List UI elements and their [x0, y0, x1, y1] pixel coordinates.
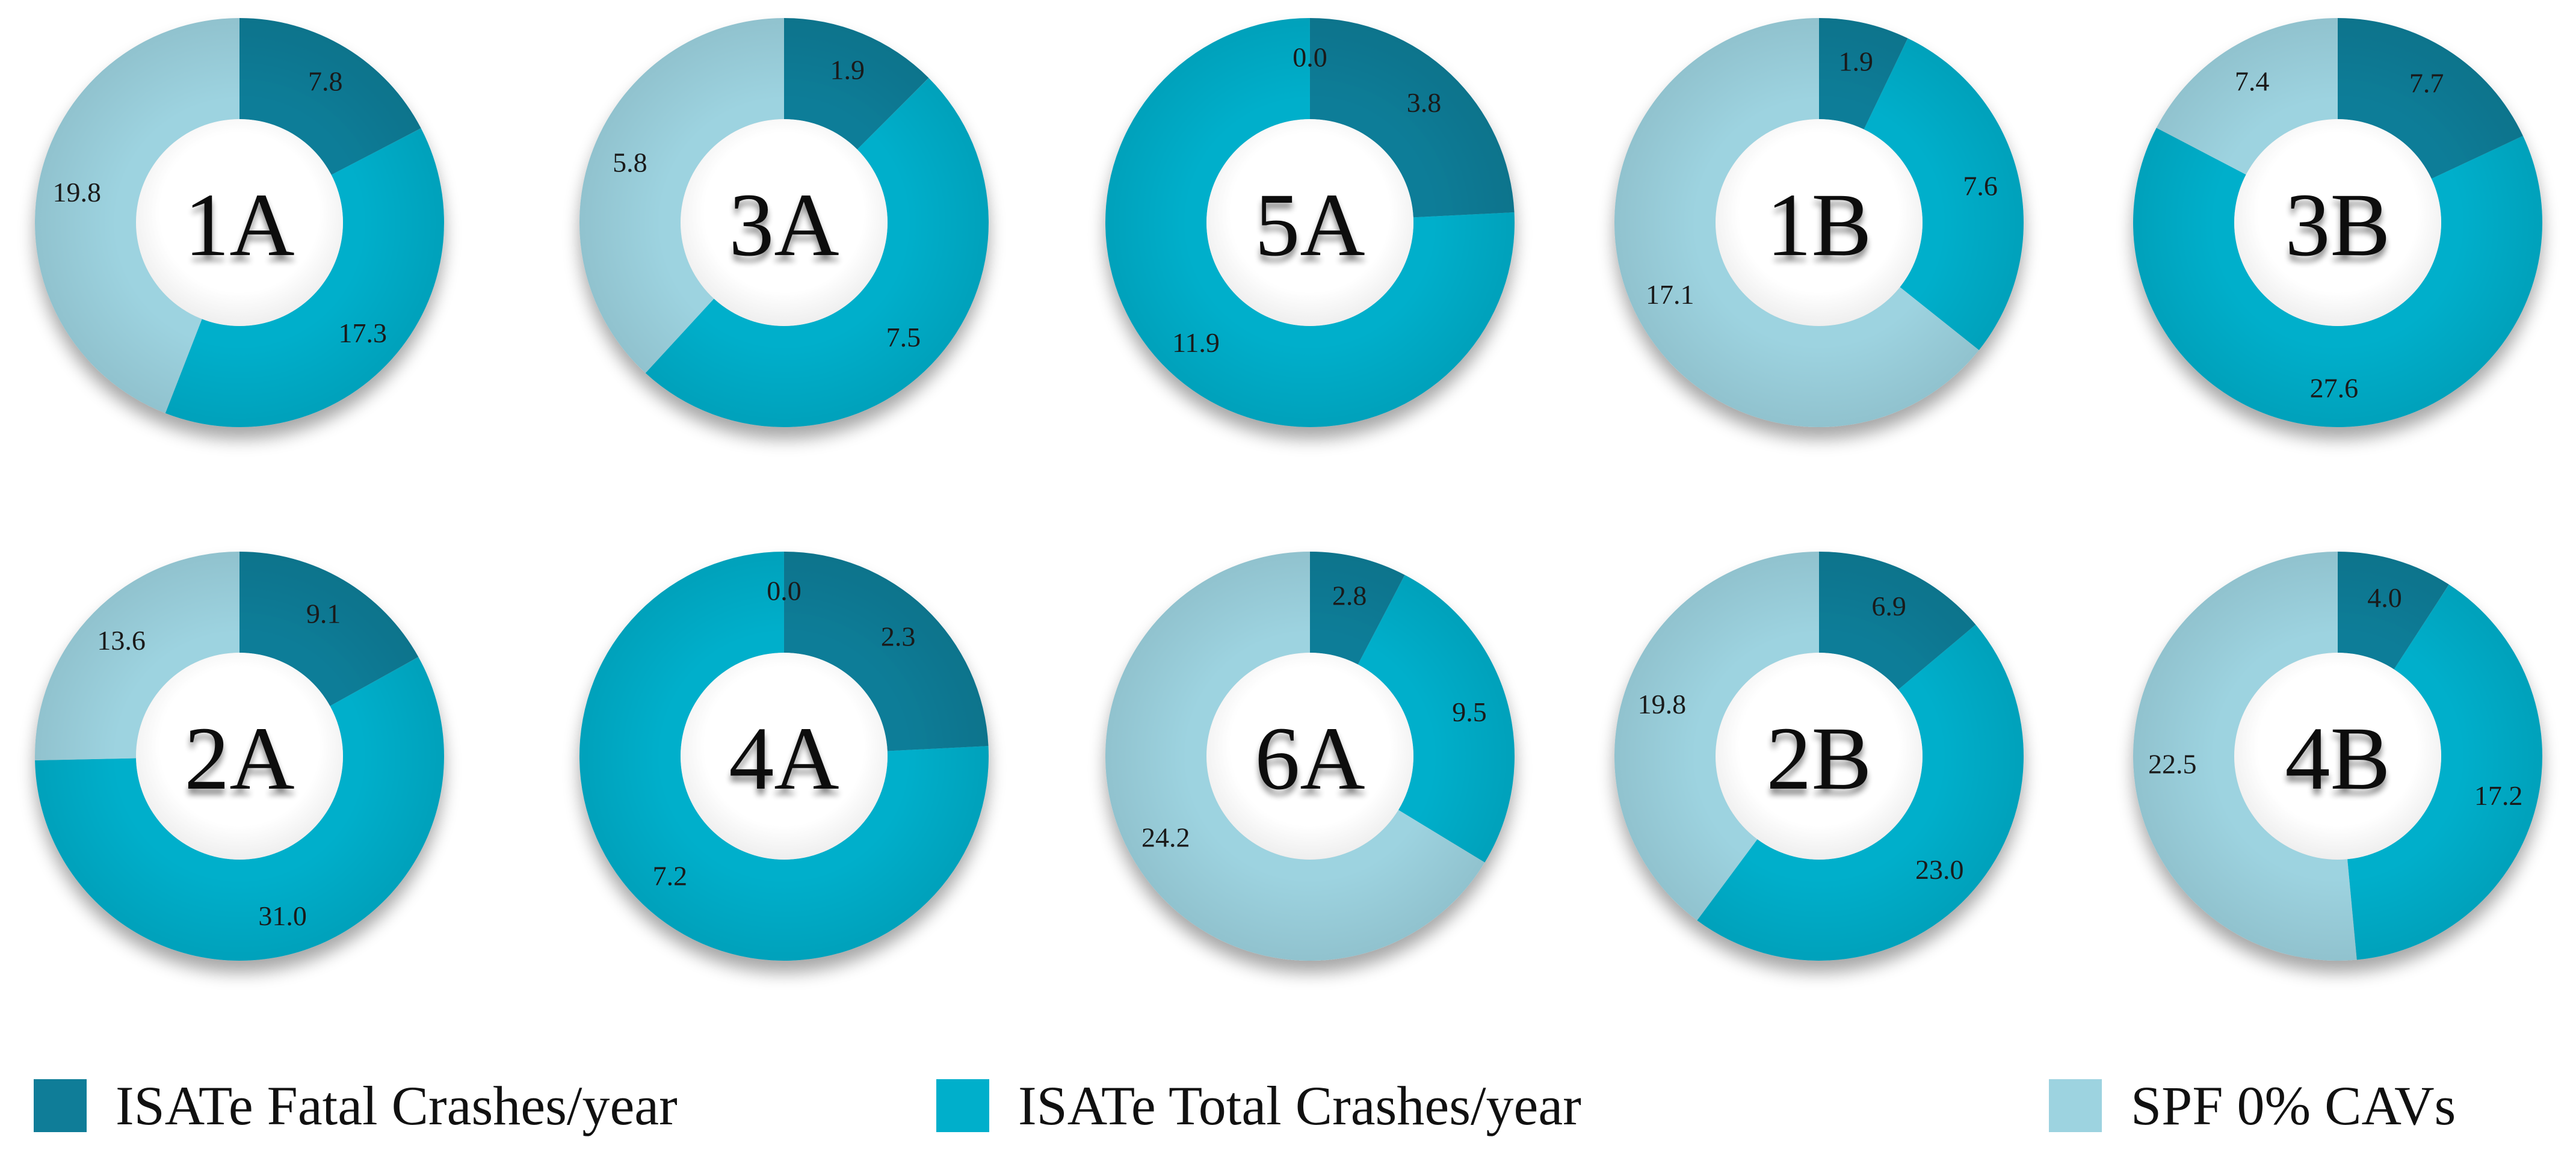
value-label-4B-spf: 22.5: [2148, 748, 2197, 779]
value-label-3B-total: 27.6: [2310, 372, 2359, 403]
donut-hole-3B: [2234, 119, 2441, 326]
donut-hole-6A: [1206, 653, 1413, 860]
value-label-4A-fatal: 2.3: [881, 621, 916, 651]
value-label-3A-total: 7.5: [886, 322, 921, 353]
value-label-1A-fatal: 7.8: [308, 66, 343, 96]
legend-total-label: ISATe Total Crashes/year: [1018, 1075, 1581, 1136]
value-label-4B-total: 17.2: [2474, 780, 2523, 811]
legend-spf: SPF 0% CAVs: [2049, 1070, 2456, 1142]
value-label-4A-total: 7.2: [653, 861, 688, 892]
value-label-2A-spf: 13.6: [97, 625, 146, 656]
value-label-5A-fatal: 3.8: [1407, 87, 1442, 118]
value-label-5A-total: 11.9: [1172, 327, 1220, 358]
center-label-1A: 1A: [184, 175, 294, 275]
value-label-4A-spf: 0.0: [767, 576, 802, 606]
value-label-1B-fatal: 1.9: [1838, 46, 1873, 76]
donut-hole-1A: [136, 119, 343, 326]
center-label-5A: 5A: [1255, 175, 1365, 275]
center-label-4A: 4A: [729, 709, 839, 808]
value-label-5A-spf: 0.0: [1293, 42, 1327, 73]
center-label-6A: 6A: [1255, 709, 1365, 808]
legend-spf-swatch: [2049, 1079, 2102, 1132]
legend-fatal-label: ISATe Fatal Crashes/year: [116, 1075, 678, 1136]
value-label-2A-fatal: 9.1: [306, 599, 341, 629]
legend-fatal-swatch: [34, 1079, 87, 1132]
center-label-1B: 1B: [1766, 175, 1871, 275]
value-label-6A-fatal: 2.8: [1332, 580, 1367, 611]
charts-layer: 7.8 17.3 19.8 1A 1.9 7.5 5.8 3A 3.8 11.9 0.0 5A 1.9 7…: [34, 18, 2543, 961]
donut-hole-4B: [2234, 653, 2441, 860]
donut-hole-2B: [1716, 653, 1923, 860]
value-label-1A-spf: 19.8: [52, 177, 101, 208]
value-label-4B-fatal: 4.0: [2367, 582, 2402, 613]
value-label-2B-fatal: 6.9: [1871, 591, 1906, 621]
value-label-3A-spf: 5.8: [613, 147, 647, 178]
value-label-6A-total: 9.5: [1452, 697, 1487, 727]
value-label-3B-spf: 7.4: [2235, 66, 2270, 96]
center-label-2B: 2B: [1766, 709, 1871, 808]
value-label-1A-total: 17.3: [338, 318, 387, 348]
center-label-3B: 3B: [2285, 175, 2390, 275]
value-label-2A-total: 31.0: [258, 901, 307, 931]
value-label-3A-fatal: 1.9: [830, 54, 865, 85]
value-label-1B-total: 7.6: [1963, 170, 1998, 201]
value-label-1B-spf: 17.1: [1646, 279, 1694, 310]
donut-hole-5A: [1206, 119, 1413, 326]
donut-hole-2A: [136, 653, 343, 860]
donut-hole-4A: [681, 653, 888, 860]
legend-spf-label: SPF 0% CAVs: [2131, 1075, 2456, 1136]
center-label-4B: 4B: [2285, 709, 2390, 808]
center-label-2A: 2A: [184, 709, 294, 808]
legend-fatal: ISATe Fatal Crashes/year: [34, 1070, 678, 1142]
center-label-3A: 3A: [729, 175, 839, 275]
donut-hole-1B: [1716, 119, 1923, 326]
value-label-3B-fatal: 7.7: [2409, 67, 2444, 98]
donut-hole-3A: [681, 119, 888, 326]
value-label-6A-spf: 24.2: [1141, 822, 1190, 852]
legend-total-swatch: [936, 1079, 989, 1132]
value-label-2B-total: 23.0: [1915, 854, 1964, 885]
value-label-2B-spf: 19.8: [1638, 689, 1687, 719]
legend-total: ISATe Total Crashes/year: [936, 1070, 1581, 1142]
